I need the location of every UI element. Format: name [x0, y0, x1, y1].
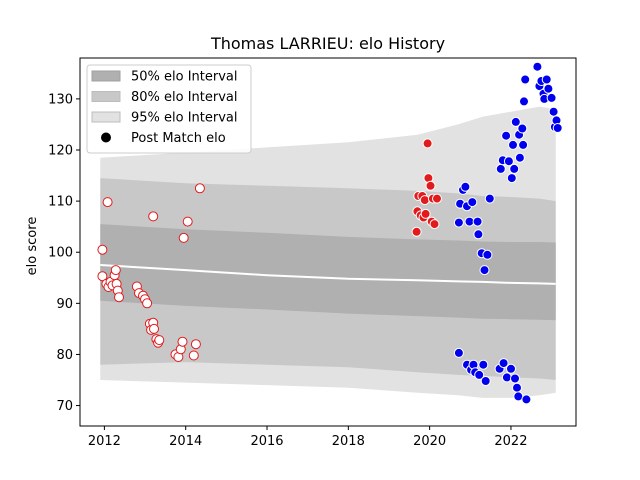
elo-point: [479, 265, 490, 276]
elo-point: [148, 211, 159, 222]
legend-box: [86, 64, 252, 154]
elo-point: [473, 229, 484, 240]
elo-point: [552, 123, 563, 133]
elo-point: [425, 180, 436, 191]
elo-point: [548, 106, 559, 117]
x-tick-label: 2014: [169, 434, 202, 449]
elo-point: [498, 358, 509, 369]
elo-point: [509, 163, 520, 174]
y-tick-label: 70: [56, 399, 73, 414]
elo-point: [506, 173, 517, 184]
elo-point: [194, 183, 205, 194]
elo-point: [510, 116, 521, 127]
elo-point: [110, 265, 121, 276]
elo-point: [467, 197, 478, 208]
x-tick-label: 2012: [88, 434, 121, 449]
elo-point: [484, 193, 495, 204]
elo-point: [432, 193, 442, 204]
elo-point: [506, 363, 516, 374]
elo-point: [422, 138, 433, 149]
legend: 50% elo Interval 80% elo Interval 95% elo …: [86, 64, 252, 154]
elo-point: [97, 271, 108, 282]
elo-point: [178, 232, 189, 243]
elo-point: [512, 382, 522, 393]
elo-point: [97, 244, 108, 255]
elo-point: [480, 376, 491, 386]
legend-label: Post Match elo: [131, 131, 226, 146]
post-match-elo-points: [97, 61, 563, 405]
plot-frame: [79, 57, 577, 427]
elo-point: [546, 92, 557, 103]
elo-point: [482, 249, 493, 260]
elo-point: [411, 226, 422, 237]
elo-point: [478, 359, 489, 370]
legend-marker: [101, 132, 111, 143]
elo-point: [154, 335, 165, 346]
y-tick-label: 130: [48, 92, 73, 107]
elo-point: [182, 216, 193, 227]
elo-point: [518, 139, 529, 150]
x-tick-label: 2020: [413, 434, 446, 449]
elo-point: [429, 219, 440, 230]
legend-swatch: [91, 111, 121, 123]
x-tick-label: 2022: [494, 434, 527, 449]
elo-point: [541, 74, 552, 85]
legend-label: 50% elo Interval: [131, 70, 238, 85]
axes: 2012 2014 2016 2018 2020 2022 70 80 90 100 110 120 1…: [48, 57, 577, 449]
elo-point: [508, 139, 518, 150]
elo-point: [510, 373, 520, 384]
elo-point: [514, 152, 525, 163]
y-tick-label: 120: [48, 144, 73, 159]
elo-point: [474, 369, 485, 380]
x-tick-label: 2016: [250, 434, 283, 449]
y-tick-label: 90: [56, 297, 73, 312]
elo-point: [501, 130, 512, 141]
elo-point: [521, 394, 532, 405]
elo-point: [460, 181, 471, 192]
y-tick-label: 80: [56, 348, 73, 363]
y-tick-label: 100: [48, 246, 73, 261]
x-tick-label: 2018: [332, 434, 365, 449]
elo-point: [102, 197, 113, 208]
elo-interval-bands: [100, 106, 556, 398]
elo-point: [419, 195, 430, 206]
chart-title: Thomas LARRIEU: elo History: [210, 34, 445, 53]
elo-point: [420, 208, 431, 219]
elo-point: [453, 217, 464, 228]
elo-point: [519, 96, 529, 107]
band-50: [100, 224, 556, 321]
elo-point: [517, 123, 528, 134]
elo-point: [114, 292, 124, 303]
legend-swatch: [91, 70, 121, 82]
elo-point: [149, 323, 159, 334]
mean-elo-line: [100, 264, 556, 285]
elo-point: [495, 163, 506, 174]
elo-point: [503, 156, 514, 167]
elo-point: [520, 74, 531, 85]
elo-point: [532, 61, 543, 72]
elo-point: [501, 372, 512, 383]
elo-point: [472, 216, 483, 227]
elo-point: [453, 347, 464, 358]
legend-label: 80% elo Interval: [131, 90, 238, 105]
elo-point: [177, 336, 188, 347]
legend-label: 95% elo Interval: [131, 111, 238, 126]
y-axis-label: elo score: [25, 217, 40, 276]
elo-point: [142, 298, 153, 309]
y-tick-label: 110: [48, 195, 73, 210]
elo-point: [190, 339, 201, 350]
elo-point: [188, 350, 199, 361]
elo-point: [543, 83, 554, 94]
legend-swatch: [91, 91, 121, 102]
